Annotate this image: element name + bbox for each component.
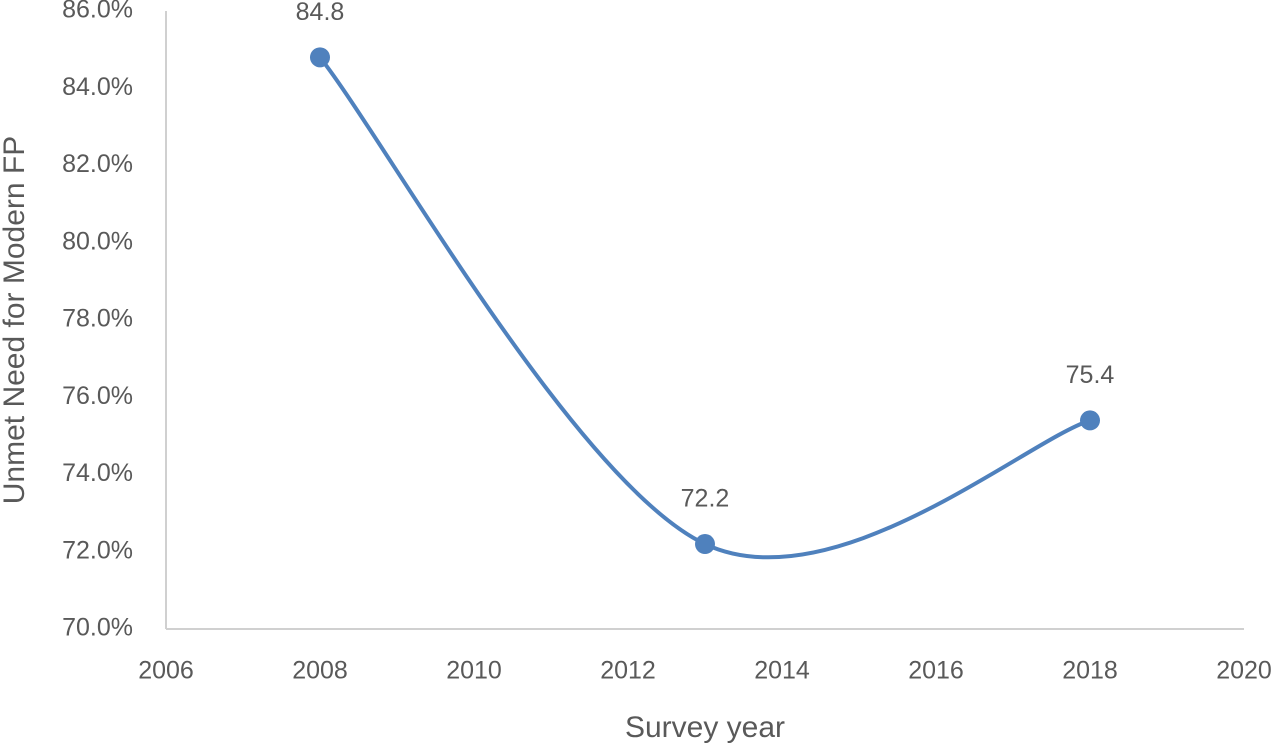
x-tick-label: 2010: [446, 657, 502, 685]
y-tick-label: 74.0%: [62, 459, 133, 487]
data-point: [695, 534, 715, 555]
data-label: 72.2: [681, 485, 730, 513]
x-tick-label: 2006: [138, 657, 194, 685]
y-tick-label: 78.0%: [62, 305, 133, 333]
x-tick-label: 2018: [1062, 657, 1118, 685]
x-tick-label: 2020: [1216, 657, 1272, 685]
x-tick-label: 2016: [908, 657, 964, 685]
y-tick-label: 70.0%: [62, 614, 133, 642]
y-axis-title: Unmet Need for Modern FP: [0, 136, 31, 504]
y-tick-label: 84.0%: [62, 73, 133, 101]
y-tick-label: 76.0%: [62, 382, 133, 410]
series-line: [318, 56, 1091, 560]
x-axis-title: Survey year: [625, 711, 785, 744]
data-point: [1080, 410, 1100, 431]
x-tick-label: 2014: [754, 657, 810, 685]
data-label: 75.4: [1066, 361, 1115, 389]
x-tick-label: 2012: [600, 657, 656, 685]
y-tick-label: 86.0%: [62, 0, 133, 24]
y-tick-label: 82.0%: [62, 150, 133, 178]
data-label: 84.8: [296, 0, 345, 26]
x-tick-label: 2008: [292, 657, 348, 685]
data-point: [310, 47, 330, 68]
y-tick-label: 80.0%: [62, 227, 133, 255]
y-tick-label: 72.0%: [62, 536, 133, 564]
